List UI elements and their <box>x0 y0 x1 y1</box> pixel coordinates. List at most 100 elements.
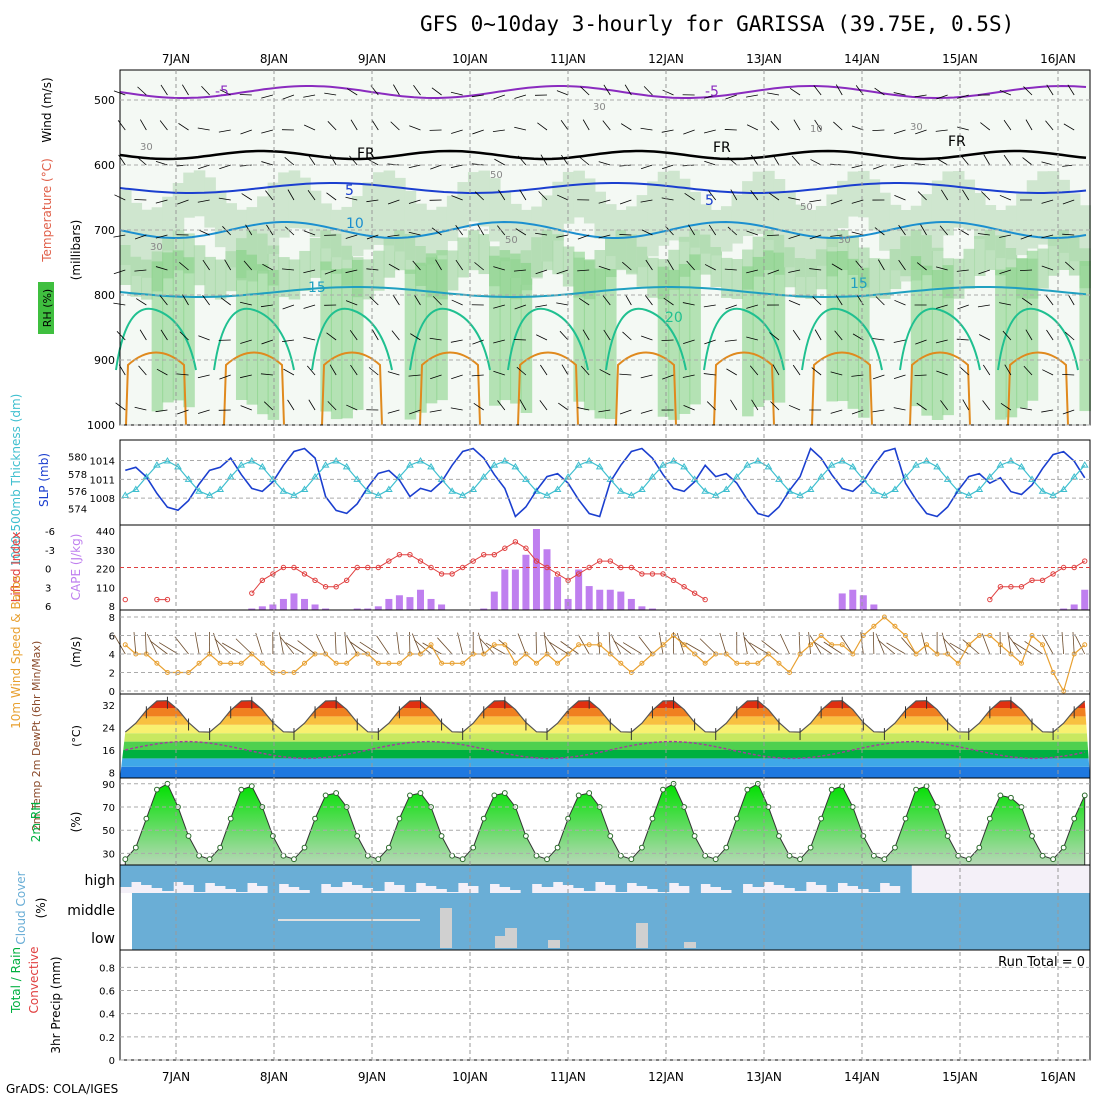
wind-barb <box>514 126 527 131</box>
rh-shade <box>552 234 564 275</box>
rh-marker <box>291 856 297 863</box>
wind-barb <box>751 399 759 411</box>
rh-shade <box>752 236 765 277</box>
wind-barb <box>349 330 358 341</box>
cloud-high-bar <box>689 865 701 893</box>
wind-barb <box>667 259 674 271</box>
cloud-high-bar <box>457 865 469 883</box>
wind-speed-marker <box>808 642 814 648</box>
wind-barb <box>265 190 274 201</box>
rh-marker <box>449 852 456 859</box>
rh-marker <box>1071 815 1078 822</box>
wind-barb <box>809 268 822 271</box>
rh-shade <box>404 233 417 274</box>
rh-shade <box>889 249 902 290</box>
wind-barb <box>1064 331 1075 341</box>
rh-marker <box>122 856 129 863</box>
rh-marker <box>965 856 972 863</box>
rh-shade <box>183 257 195 408</box>
rh-shade <box>826 251 838 402</box>
date-label-bottom: 16JAN <box>1040 1070 1076 1084</box>
wind-barb <box>999 90 1012 96</box>
wind-barb <box>641 229 653 236</box>
rh-shade <box>520 262 533 413</box>
wind-barb <box>471 94 484 98</box>
rh-shade <box>921 265 933 416</box>
wind-barb <box>413 294 421 306</box>
slp-tick: 1008 <box>90 494 115 505</box>
wind-barb <box>430 164 442 170</box>
wind-barb <box>326 332 337 341</box>
wind-barb <box>936 94 948 100</box>
contour-label: FR <box>948 134 966 150</box>
li-marker <box>575 571 582 577</box>
wind-barb <box>409 125 421 131</box>
wind-barb <box>814 329 822 341</box>
wind-speed-marker <box>955 660 961 666</box>
rh-shade <box>731 194 744 244</box>
rh-shade <box>404 191 417 260</box>
rh-shade <box>1068 235 1081 276</box>
rh-shade <box>1058 230 1070 271</box>
rh-shade <box>351 196 364 257</box>
wind-barb <box>472 129 484 135</box>
rh-shade <box>172 182 185 231</box>
rh-shade <box>151 261 164 412</box>
cape-bar <box>575 569 583 610</box>
wind-barb <box>539 400 548 411</box>
rh-shade <box>1026 250 1039 401</box>
rh-shade <box>678 263 691 414</box>
contour-label: 30 <box>910 122 923 133</box>
rh-shade <box>720 206 733 252</box>
wind-barb <box>749 365 759 376</box>
cloud-low-bar <box>440 908 452 948</box>
li-marker <box>987 596 993 603</box>
wind-barb <box>1041 161 1054 166</box>
wind-barb <box>999 234 1012 238</box>
wind10-barb <box>146 634 158 655</box>
wind-barb <box>603 329 611 341</box>
wind10-barb <box>685 642 706 655</box>
temp-band <box>120 716 1090 725</box>
cloud-high-bar <box>446 865 459 892</box>
wind10-barb <box>949 642 969 655</box>
cloud-high-bar <box>204 865 216 883</box>
rh-shade <box>288 170 301 229</box>
date-label-bottom: 11JAN <box>550 1070 586 1084</box>
wind-barb <box>493 304 505 309</box>
wind10-barb <box>719 632 727 655</box>
contour-label: 30 <box>140 142 153 153</box>
li-marker <box>512 539 519 545</box>
cloud-high-bar <box>742 865 754 884</box>
temp-band <box>120 766 1090 778</box>
wind10-barb <box>221 642 242 655</box>
wind-barb <box>303 124 316 131</box>
cloud-low-bar <box>636 923 648 948</box>
rh-shade <box>1047 171 1060 247</box>
rh-marker <box>818 815 825 822</box>
axis-label: (%) <box>69 812 83 833</box>
wind-barb <box>282 304 295 310</box>
cape-bar <box>374 606 382 610</box>
cape-bar <box>248 608 256 610</box>
rh-shade <box>309 237 322 278</box>
wind-barb <box>307 190 316 201</box>
wind10-barb <box>149 640 168 655</box>
wind-barb <box>724 268 737 271</box>
wind-barb <box>577 407 590 411</box>
rh-shade <box>541 230 554 271</box>
wind-barb <box>224 259 232 271</box>
li-marker <box>312 577 318 584</box>
rh-shade <box>583 178 596 224</box>
axis-label: 3hr Precip (mm) <box>49 956 63 1053</box>
wind-barb <box>556 234 569 238</box>
wind-barb <box>809 199 822 203</box>
wind-barb <box>113 234 126 238</box>
rh-marker <box>217 844 224 851</box>
rh-marker <box>839 783 846 790</box>
wind-barb <box>1067 84 1075 96</box>
contour-label: -5 <box>705 84 719 100</box>
wind-barb <box>197 199 210 203</box>
rh-marker <box>712 856 719 863</box>
date-label-bottom: 8JAN <box>260 1070 288 1084</box>
